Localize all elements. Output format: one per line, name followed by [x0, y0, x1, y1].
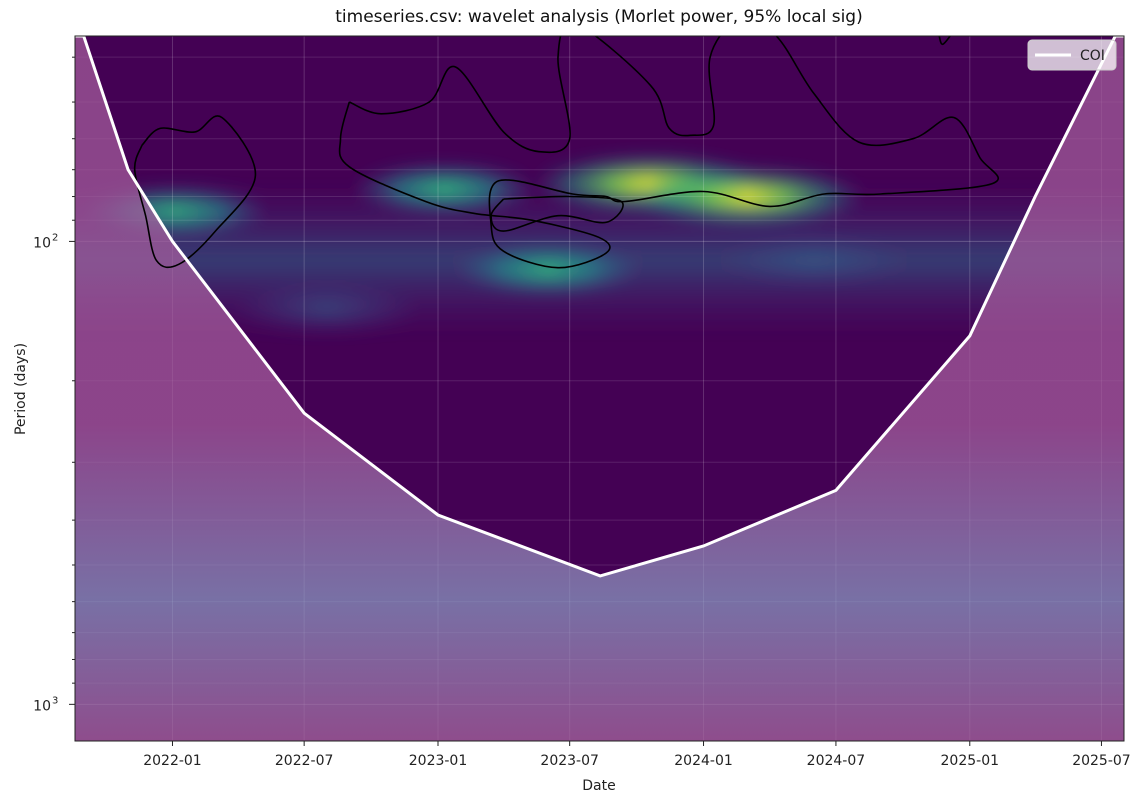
x-tick-label-1: 2022-07	[275, 753, 334, 769]
y-tick-label-1: 10	[33, 698, 51, 714]
significance-contours	[133, 36, 1000, 269]
chart-title: timeseries.csv: wavelet analysis (Morlet…	[335, 7, 862, 27]
power-field	[75, 153, 1124, 336]
legend-box	[1027, 39, 1117, 71]
sig-contour-3	[938, 36, 952, 46]
coi-line	[75, 36, 1124, 578]
x-tick-label-0: 2022-01	[143, 753, 202, 769]
x-axis-ticks: 2022-01 2022-07 2023-01 2023-07 2024-01 2024-…	[143, 741, 1131, 769]
y-tick-exponent-0: 2	[52, 232, 58, 243]
sig-contour-1	[338, 36, 1000, 269]
y-axis-label: Period (days)	[13, 343, 29, 435]
x-axis-label: Date	[582, 778, 615, 794]
x-tick-label-3: 2023-07	[540, 753, 599, 769]
x-tick-label-6: 2025-01	[941, 753, 1000, 769]
y-tick-label-0: 10	[33, 235, 51, 251]
power-peak-1	[349, 162, 540, 215]
y-tick-exponent-1: 3	[52, 695, 58, 706]
power-peak-6	[719, 234, 910, 287]
sig-contour-2	[490, 195, 624, 232]
legend: COI	[1027, 39, 1117, 71]
power-peak-4	[627, 166, 868, 227]
x-tick-label-2: 2023-01	[409, 753, 468, 769]
plot-frame	[74, 35, 1125, 742]
power-peak-2	[452, 243, 643, 296]
legend-coi-label: COI	[1080, 48, 1105, 64]
sig-contour-0	[133, 115, 257, 269]
coi-shaded-region	[75, 36, 1124, 741]
x-tick-label-7: 2025-07	[1072, 753, 1131, 769]
x-tick-label-5: 2024-07	[807, 753, 866, 769]
x-tick-label-4: 2024-01	[674, 753, 733, 769]
power-peak-5	[231, 283, 422, 336]
